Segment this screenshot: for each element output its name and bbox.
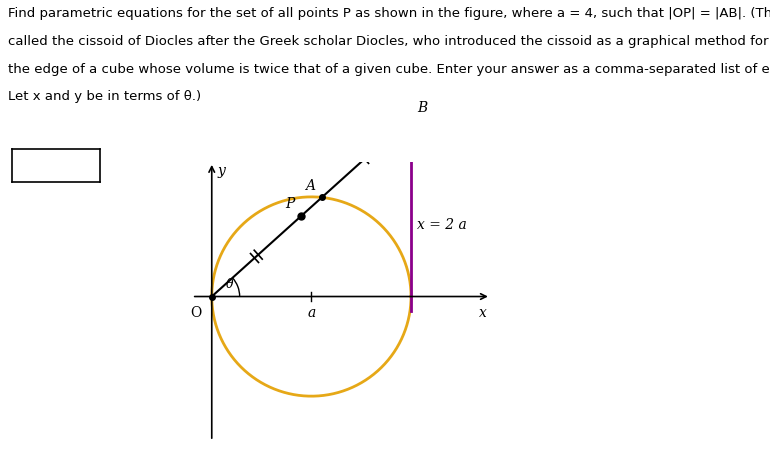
Text: O: O — [190, 306, 202, 320]
Text: B: B — [417, 101, 427, 115]
Text: P: P — [286, 197, 295, 211]
Text: y: y — [218, 164, 226, 178]
Text: x: x — [479, 306, 487, 320]
Text: Let ​x​ and ​y​ be in terms of ​θ​.): Let ​x​ and ​y​ be in terms of ​θ​.) — [8, 90, 201, 104]
Text: A: A — [305, 180, 315, 194]
Text: the edge of a cube whose volume is twice that of a given cube. Enter your answer: the edge of a cube whose volume is twice… — [8, 63, 770, 76]
Text: Find parametric equations for the set of all points ​P as shown in the figure, w: Find parametric equations for the set of… — [8, 7, 770, 20]
Text: called the ​cissoid of Diocles​ after the Greek scholar Diocles, who introduced : called the ​cissoid of Diocles​ after th… — [8, 35, 770, 48]
Text: θ: θ — [226, 278, 233, 291]
Text: a: a — [307, 306, 316, 320]
Text: x = 2 a: x = 2 a — [417, 218, 467, 232]
